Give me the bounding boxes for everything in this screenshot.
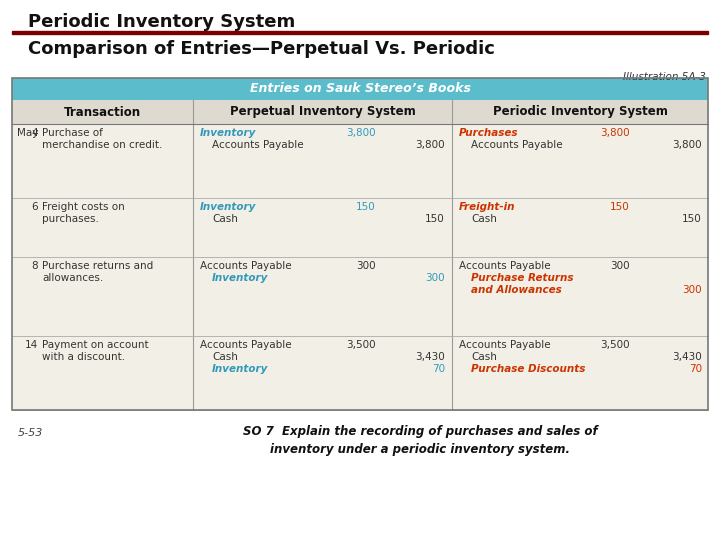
Text: Periodic Inventory System: Periodic Inventory System (492, 105, 667, 118)
Text: allowances.: allowances. (42, 273, 103, 283)
Text: Transaction: Transaction (64, 105, 141, 118)
Text: 6: 6 (32, 201, 38, 212)
Text: Cash: Cash (471, 214, 497, 224)
Text: merchandise on credit.: merchandise on credit. (42, 140, 163, 150)
Text: 3,430: 3,430 (415, 353, 445, 362)
Text: Accounts Payable: Accounts Payable (471, 140, 562, 150)
Text: Inventory: Inventory (212, 364, 269, 374)
Text: Inventory: Inventory (200, 201, 256, 212)
Text: Purchase returns and: Purchase returns and (42, 261, 153, 271)
Text: 14: 14 (24, 340, 38, 350)
Text: 5-53: 5-53 (18, 428, 43, 438)
Text: Illustration 5A-3: Illustration 5A-3 (623, 72, 706, 82)
Bar (12, 100, 708, 124)
Text: SO 7  Explain the recording of purchases and sales of
inventory under a periodic: SO 7 Explain the recording of purchases … (243, 425, 598, 456)
Text: Freight-in: Freight-in (459, 201, 516, 212)
Text: Inventory: Inventory (212, 273, 269, 283)
Text: Periodic Inventory System: Periodic Inventory System (28, 13, 295, 31)
Text: with a discount.: with a discount. (42, 353, 125, 362)
Text: 300: 300 (683, 285, 702, 295)
Text: Accounts Payable: Accounts Payable (459, 340, 551, 350)
Text: 70: 70 (432, 364, 445, 374)
Text: 300: 300 (356, 261, 376, 271)
Text: 3,800: 3,800 (672, 140, 702, 150)
Text: Accounts Payable: Accounts Payable (200, 261, 292, 271)
Text: Entries on Sauk Stereo’s Books: Entries on Sauk Stereo’s Books (250, 83, 470, 96)
Text: 150: 150 (426, 214, 445, 224)
Text: 70: 70 (689, 364, 702, 374)
Text: Perpetual Inventory System: Perpetual Inventory System (230, 105, 415, 118)
Text: 3,800: 3,800 (600, 128, 630, 138)
Text: 3,800: 3,800 (415, 140, 445, 150)
Text: Accounts Payable: Accounts Payable (459, 261, 551, 271)
Text: 150: 150 (683, 214, 702, 224)
Text: 3,500: 3,500 (346, 340, 376, 350)
Text: 300: 300 (611, 261, 630, 271)
Text: Inventory: Inventory (200, 128, 256, 138)
Text: Payment on account: Payment on account (42, 340, 148, 350)
Text: Purchases: Purchases (459, 128, 518, 138)
Text: and Allowances: and Allowances (471, 285, 562, 295)
Text: purchases.: purchases. (42, 214, 99, 224)
Bar (12, 124, 708, 410)
Text: Comparison of Entries—Perpetual Vs. Periodic: Comparison of Entries—Perpetual Vs. Peri… (28, 40, 495, 58)
Text: Cash: Cash (212, 353, 238, 362)
Bar (12, 78, 708, 100)
Text: 8: 8 (32, 261, 38, 271)
Text: 150: 150 (611, 201, 630, 212)
Bar (12, 30, 708, 34)
Text: May: May (17, 128, 38, 138)
Text: Cash: Cash (212, 214, 238, 224)
Text: Purchase of: Purchase of (42, 128, 103, 138)
Text: Purchase Returns: Purchase Returns (471, 273, 574, 283)
Text: 3,430: 3,430 (672, 353, 702, 362)
Text: Accounts Payable: Accounts Payable (200, 340, 292, 350)
Text: Purchase Discounts: Purchase Discounts (471, 364, 585, 374)
Text: 4: 4 (32, 128, 38, 138)
Text: Freight costs on: Freight costs on (42, 201, 125, 212)
Text: 150: 150 (356, 201, 376, 212)
Text: Accounts Payable: Accounts Payable (212, 140, 304, 150)
Bar (12, 78, 708, 410)
Text: Cash: Cash (471, 353, 497, 362)
Text: 3,800: 3,800 (346, 128, 376, 138)
Text: 300: 300 (426, 273, 445, 283)
Text: 3,500: 3,500 (600, 340, 630, 350)
